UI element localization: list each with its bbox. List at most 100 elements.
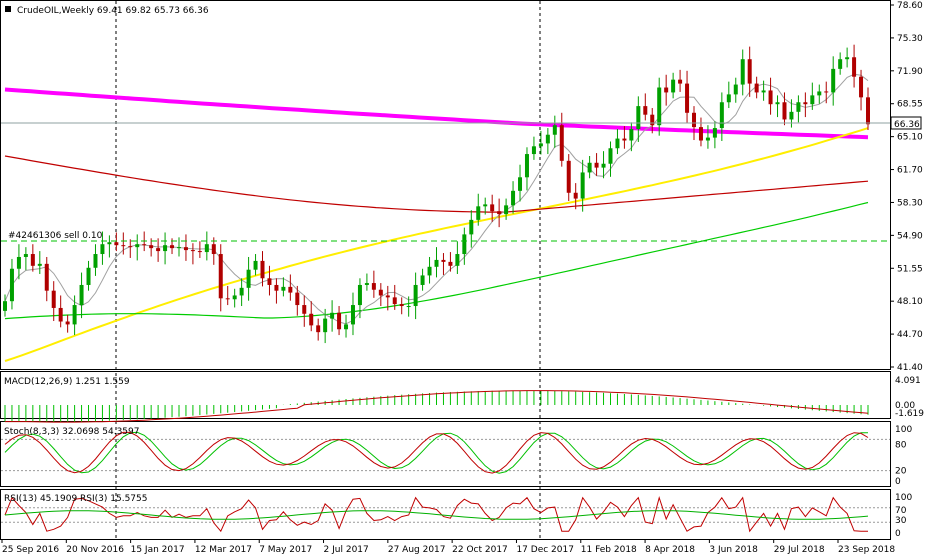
stoch-main-line (4, 431, 868, 474)
candle (37, 251, 42, 274)
candle (664, 74, 669, 106)
candle (86, 260, 91, 291)
candle (44, 256, 49, 302)
time-tick-label: 23 Sep 2018 (838, 545, 895, 555)
candle (733, 77, 738, 103)
time-tick-label: 15 Jan 2017 (131, 545, 185, 555)
stoch-tick: 0 (895, 477, 901, 487)
candle (622, 126, 627, 149)
candle (768, 77, 773, 115)
candle (859, 69, 864, 111)
candle (671, 72, 676, 99)
candle (629, 122, 634, 152)
time-tick-label: 3 Jun 2018 (709, 545, 758, 555)
candle (378, 283, 383, 307)
candle (232, 288, 237, 308)
candle (552, 115, 557, 148)
candle (657, 77, 662, 136)
price-tick-label: 41.40 (897, 363, 923, 373)
ma-red-line (4, 155, 869, 213)
candle (573, 183, 578, 210)
candle (316, 318, 321, 341)
candle (197, 241, 202, 258)
candle (580, 159, 585, 212)
price-tick-label: 71.90 (897, 67, 923, 77)
candle (754, 76, 759, 99)
candle (121, 232, 126, 255)
candle (810, 82, 815, 110)
current-price-value: 66.36 (894, 120, 920, 130)
candle (93, 244, 98, 276)
rsi3-line (4, 495, 868, 533)
moving-averages (4, 73, 869, 362)
candle (524, 147, 529, 191)
candle (803, 92, 808, 118)
rsi-lines (1, 495, 890, 533)
candle (399, 297, 404, 315)
candle (58, 295, 63, 328)
candle (511, 181, 516, 214)
candle (330, 300, 335, 332)
price-tick-label: 48.10 (897, 297, 923, 307)
symbol-marker (5, 6, 11, 12)
macd-signal-line (5, 390, 869, 423)
macd-pane[interactable] (0, 371, 891, 419)
candle (636, 96, 641, 142)
candle (587, 155, 592, 179)
candle (267, 265, 272, 296)
candle (726, 81, 731, 109)
macd-tick: 4.091 (895, 376, 921, 386)
rsi-tick: 0 (895, 529, 901, 539)
candle (747, 46, 752, 97)
candle (434, 247, 439, 278)
candle (16, 244, 21, 280)
candle (831, 56, 836, 106)
candle (427, 256, 432, 284)
stoch-tick: 80 (895, 440, 907, 450)
rsi13-line (4, 510, 869, 520)
time-tick-label: 29 Jul 2018 (774, 545, 825, 555)
price-tick-label: 44.70 (897, 330, 923, 340)
candle (504, 198, 509, 220)
candle (385, 285, 390, 311)
time-tick-label: 12 Mar 2017 (195, 545, 252, 555)
candle (309, 301, 314, 332)
candle (65, 314, 70, 333)
candle (30, 244, 35, 272)
candle (218, 244, 223, 312)
time-tick-label: 7 May 2017 (259, 545, 312, 555)
candle (538, 130, 543, 155)
time-tick-label: 2 Jul 2017 (324, 545, 369, 555)
candle (51, 281, 56, 322)
candle (337, 306, 342, 336)
candle (23, 247, 28, 271)
candle (566, 154, 571, 202)
price-axis: 78.60 75.30 71.90 68.55 65.10 61.70 58.30 54.90… (890, 1, 923, 373)
candle (852, 44, 857, 88)
candle (246, 256, 251, 301)
candle (128, 239, 133, 258)
candle (288, 274, 293, 301)
time-tick-label: 20 Nov 2016 (66, 545, 124, 555)
time-tick-label: 11 Feb 2018 (581, 545, 637, 555)
price-tick-label: 61.70 (897, 166, 923, 176)
stoch-pane[interactable] (0, 421, 891, 487)
candle (476, 193, 481, 226)
candle (350, 292, 355, 336)
ma-grey-line (4, 73, 869, 325)
time-tick-label: 25 Sep 2016 (2, 545, 59, 555)
candle (274, 278, 279, 304)
stoch-tick: 20 (895, 467, 907, 477)
candle (712, 121, 717, 149)
candle (838, 52, 843, 75)
candle (678, 69, 683, 92)
candle (490, 194, 495, 222)
candle (740, 49, 745, 96)
rsi-tick: 30 (895, 516, 907, 526)
price-tick-label: 75.30 (897, 34, 923, 44)
candle (204, 231, 209, 261)
candle (323, 308, 328, 344)
candle (406, 296, 411, 317)
